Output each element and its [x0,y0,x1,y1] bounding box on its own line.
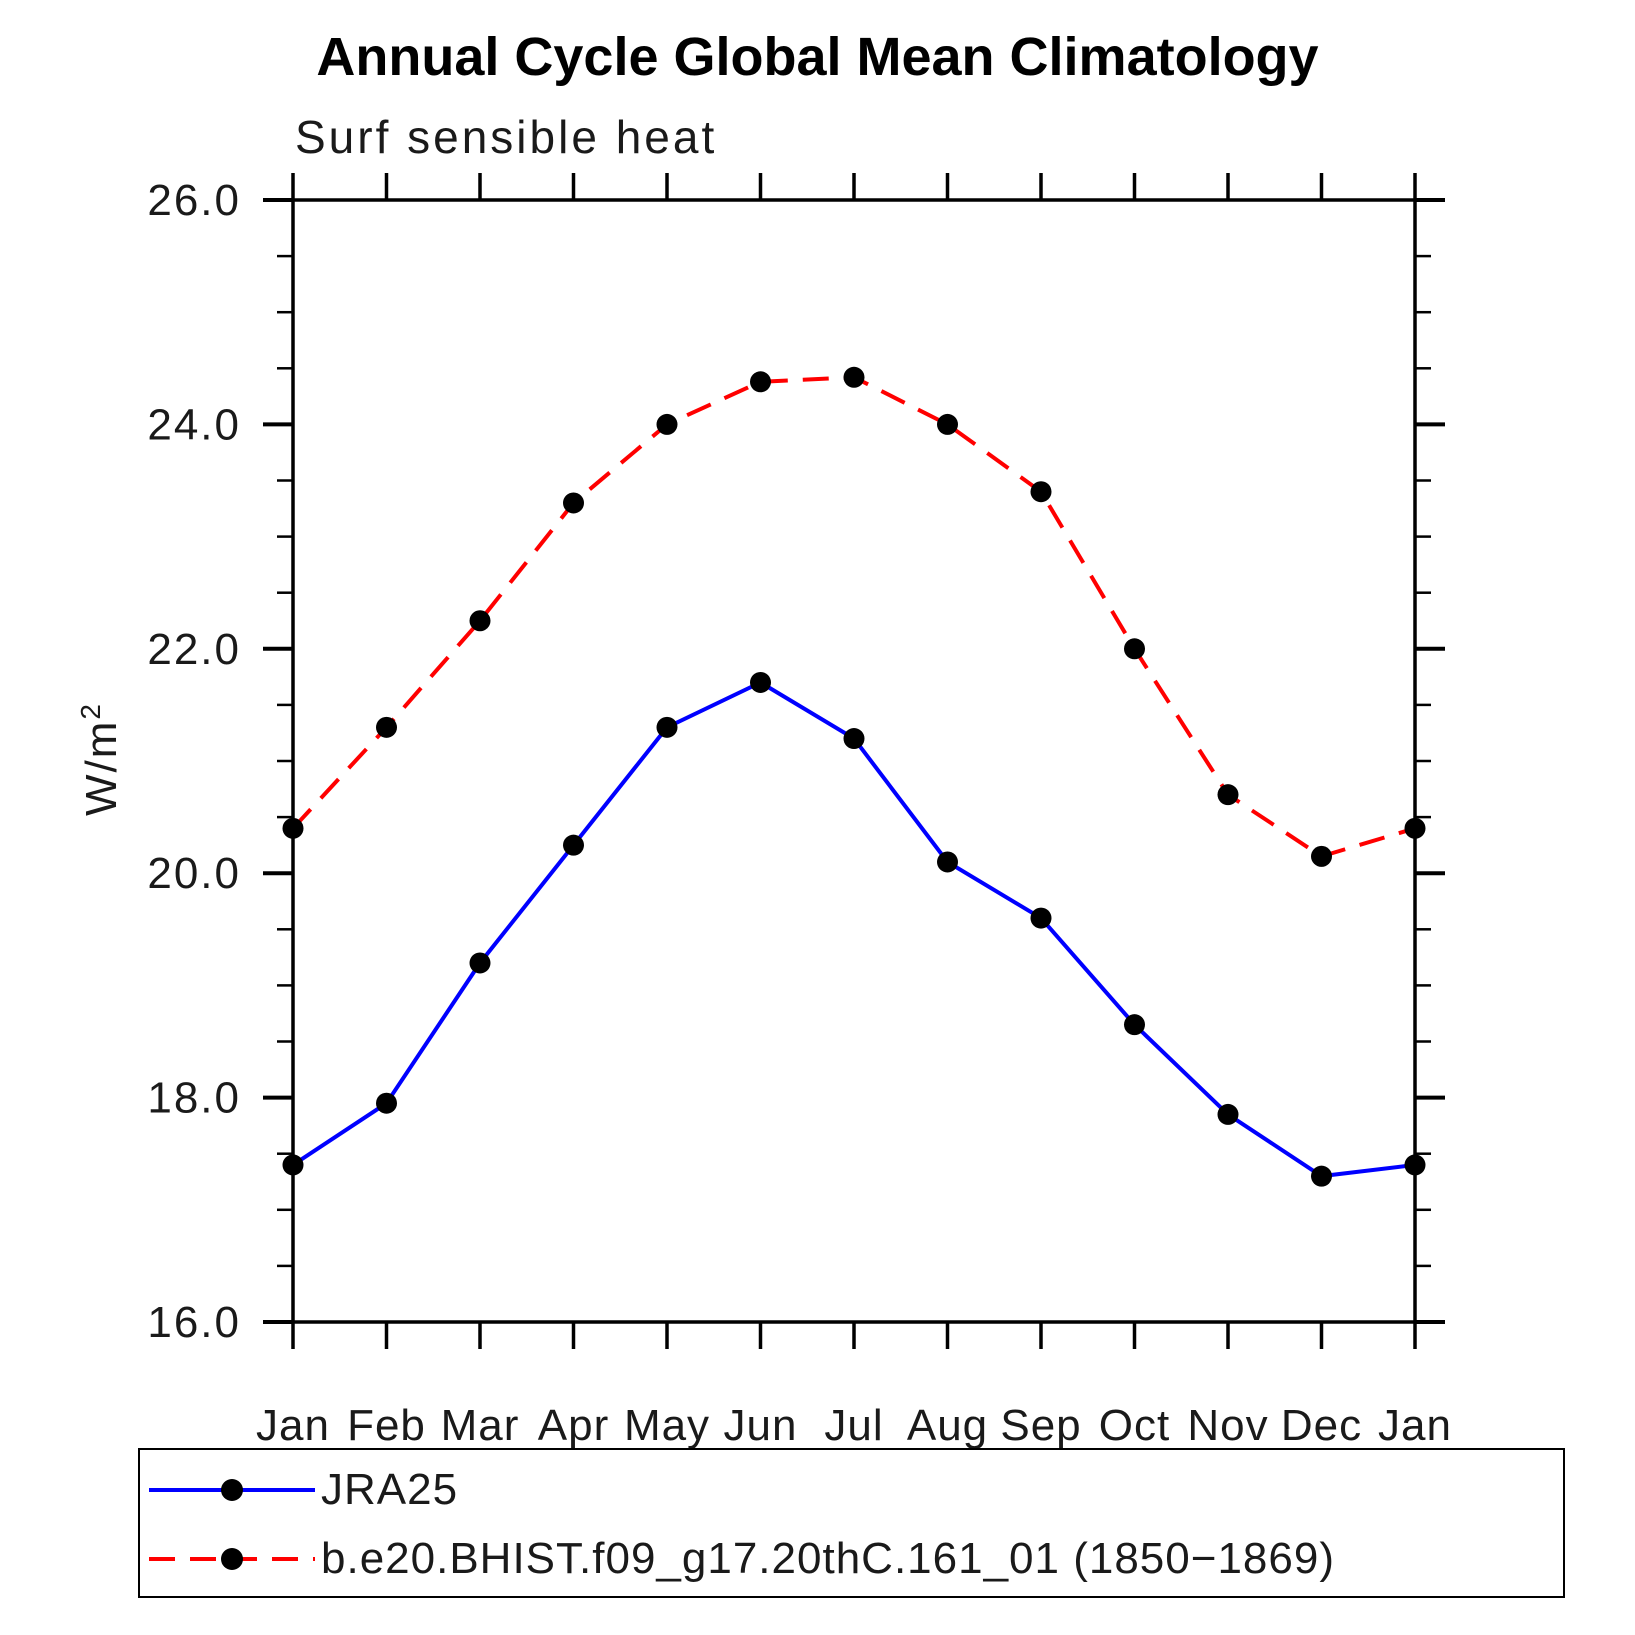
data-point-marker [937,851,958,873]
legend-box: JRA25 b.e20.BHIST.f09_g17.20thC.161_01 (… [138,1448,1565,1598]
legend-marker-dot [221,1479,243,1501]
y-tick-label: 26.0 [147,176,241,225]
data-point-marker [656,413,678,435]
data-point-marker [1404,817,1426,839]
y-axis-label-superscript: 2 [75,704,106,720]
data-point-marker [282,817,304,839]
data-point-marker [656,716,678,738]
legend-marker-dot [221,1548,243,1570]
y-tick-label: 24.0 [147,400,241,449]
data-point-marker [1217,1103,1239,1125]
data-point-marker [750,371,771,393]
data-point-marker [1030,907,1052,929]
chart-subtitle: Surf sensible heat [295,111,718,163]
data-point-marker [1404,1154,1426,1176]
y-axis-label: W/m2 [75,704,127,816]
data-point-marker [563,834,584,856]
data-point-marker [843,728,865,750]
x-tick-label: Aug [907,1401,988,1450]
legend-line-sample-solid [149,1479,315,1501]
data-point-marker [1124,1014,1145,1036]
y-tick-label: 18.0 [147,1074,241,1123]
series-line-model [291,375,1416,859]
data-point-marker [1124,638,1145,660]
x-tick-label: Jul [824,1401,883,1450]
legend-label-model: b.e20.BHIST.f09_g17.20thC.161_01 (1850−1… [321,1534,1335,1583]
y-axis-label-base: W/m [77,719,126,816]
data-point-marker [376,716,397,738]
data-point-marker [469,610,491,632]
data-point-marker [750,671,771,693]
series-line-jra25 [291,680,1416,1179]
data-point-marker [843,366,865,388]
plot-frame [291,198,1417,1324]
data-point-marker [937,413,958,435]
x-tick-label: Jan [256,1401,330,1450]
x-tick-label: Jan [1378,1401,1452,1450]
legend-line-sample-dashed [149,1548,315,1570]
y-tick-label: 22.0 [147,625,241,674]
x-tick-label: Mar [441,1401,520,1450]
chart-title: Annual Cycle Global Mean Climatology [316,27,1319,87]
x-tick-label: Sep [1000,1401,1081,1450]
data-point-marker [1030,481,1052,503]
x-tick-label: May [624,1401,710,1450]
data-point-marker [1311,845,1332,867]
y-tick-label: 16.0 [147,1298,241,1347]
data-point-marker [1217,784,1239,806]
data-point-marker [1311,1165,1332,1187]
data-point-marker [469,952,491,974]
legend-item-model: b.e20.BHIST.f09_g17.20thC.161_01 (1850−1… [147,1534,1335,1584]
x-tick-label: Oct [1099,1401,1170,1450]
x-tick-label: Nov [1187,1401,1268,1450]
legend-label-jra25: JRA25 [321,1465,459,1514]
data-point-marker [376,1092,397,1114]
legend-item-jra25: JRA25 [147,1465,458,1515]
x-tick-label: Dec [1281,1401,1362,1450]
x-tick-label: Apr [538,1401,609,1450]
y-tick-label: 20.0 [147,849,241,898]
data-point-marker [563,492,584,514]
x-tick-label: Feb [347,1401,426,1450]
data-point-marker [282,1154,304,1176]
x-tick-label: Jun [724,1401,798,1450]
